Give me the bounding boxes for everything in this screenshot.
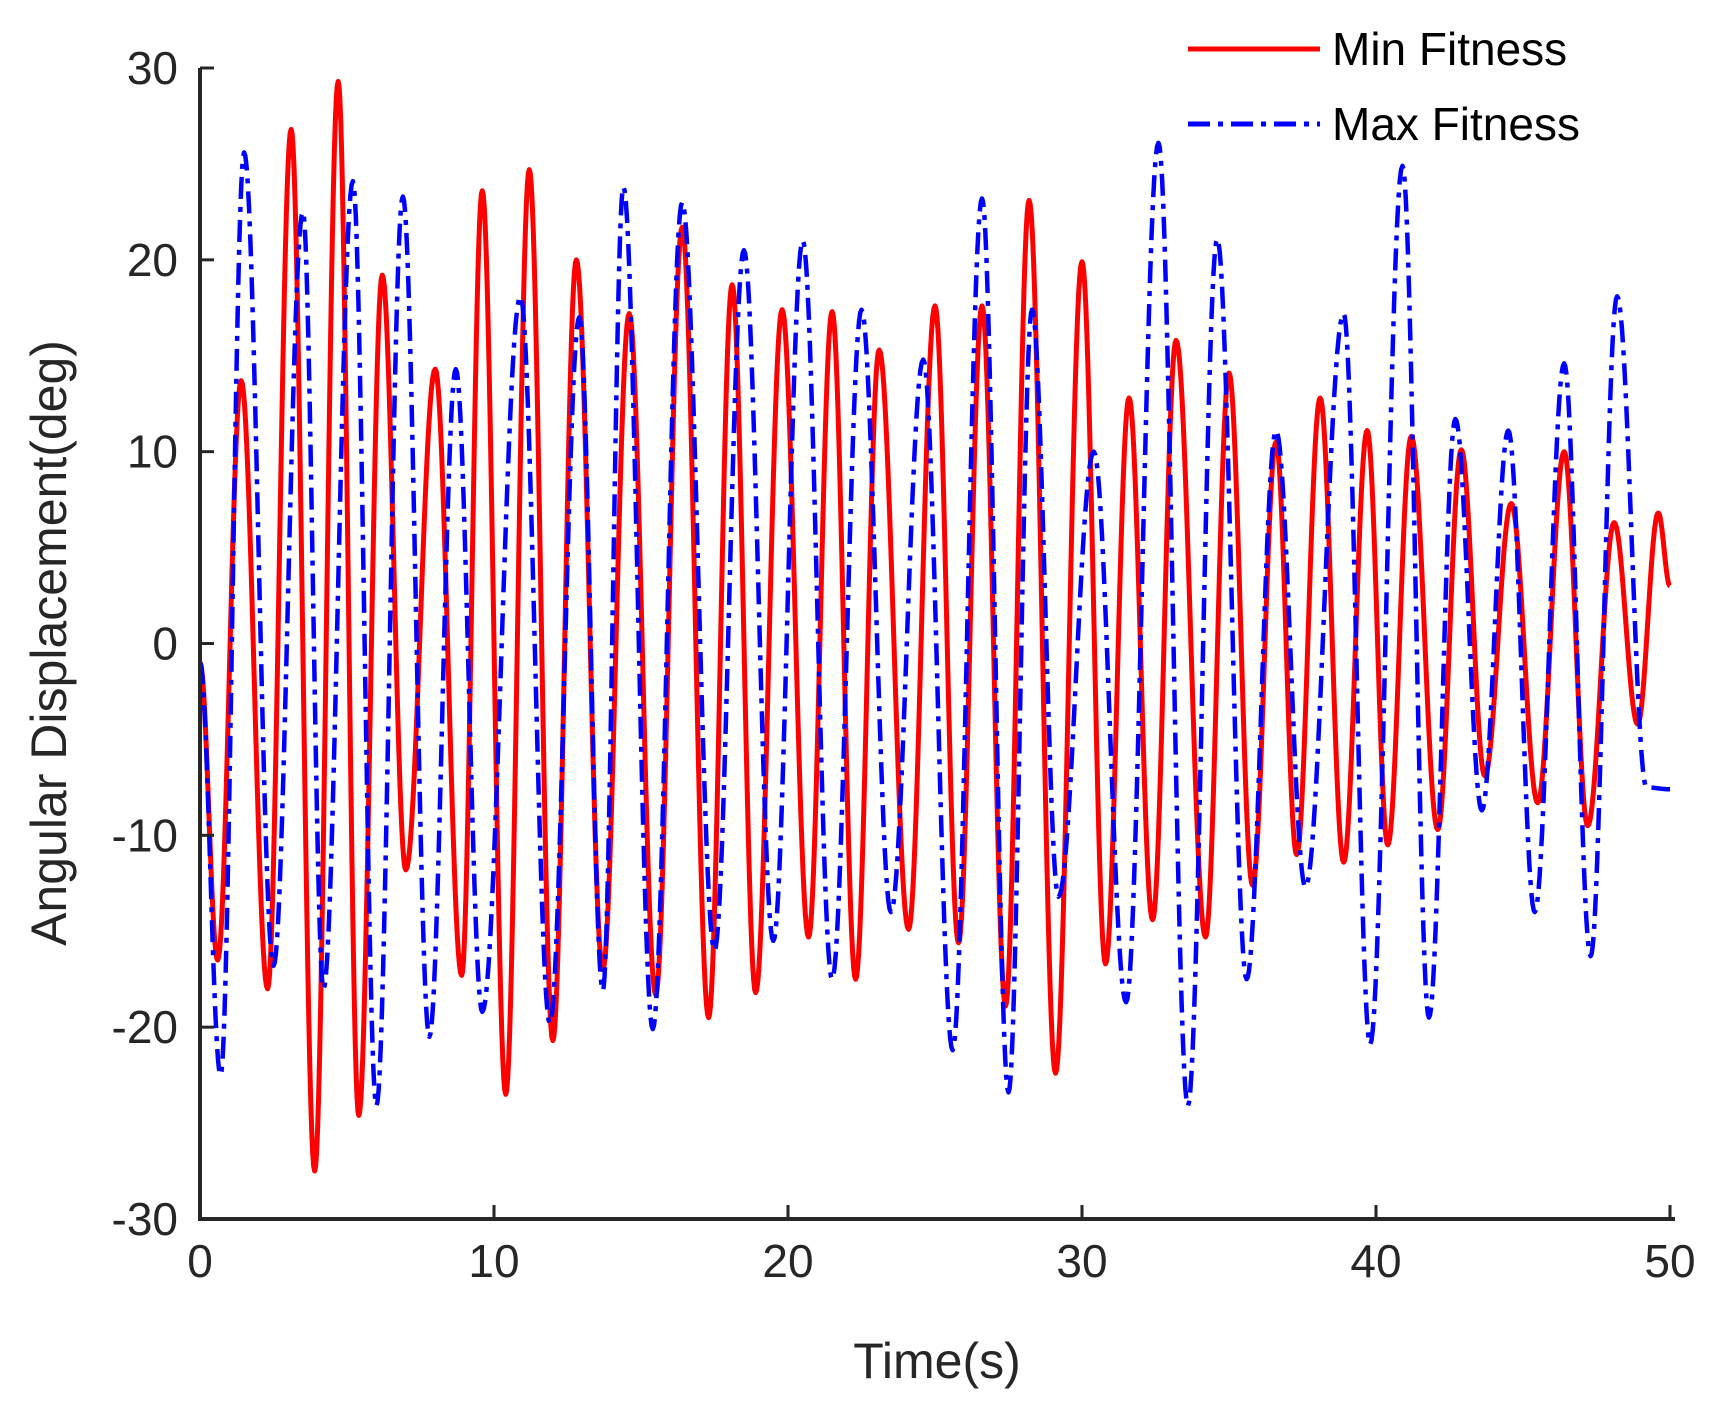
series-line-min-fitness [198,78,1673,1174]
y-ticks: -30 -20 -10 0 10 20 30 [112,42,214,1245]
x-tick-label: 40 [1350,1235,1401,1287]
series-layer [198,78,1673,1174]
x-tick-label: 20 [762,1235,813,1287]
x-tick-label: 10 [468,1235,519,1287]
y-tick-label: 20 [127,234,178,286]
y-tick-label: 0 [152,618,178,670]
x-axis-label: Time(s) [853,1333,1021,1389]
x-tick-label: 0 [187,1235,213,1287]
legend-label-max-fitness: Max Fitness [1332,98,1580,150]
y-tick-label: -10 [112,809,178,861]
y-tick-label: -30 [112,1193,178,1245]
series-line-max-fitness [198,140,1672,1109]
legend: Min Fitness Max Fitness [1188,23,1580,150]
legend-label-min-fitness: Min Fitness [1332,23,1567,75]
y-tick-label: 10 [127,426,178,478]
x-ticks: 0 10 20 30 40 50 [187,1205,1696,1287]
x-tick-label: 30 [1056,1235,1107,1287]
x-tick-label: 50 [1644,1235,1695,1287]
y-tick-label: -20 [112,1001,178,1053]
y-tick-label: 30 [127,42,178,94]
y-axis-label: Angular Displacement(deg) [21,340,77,946]
